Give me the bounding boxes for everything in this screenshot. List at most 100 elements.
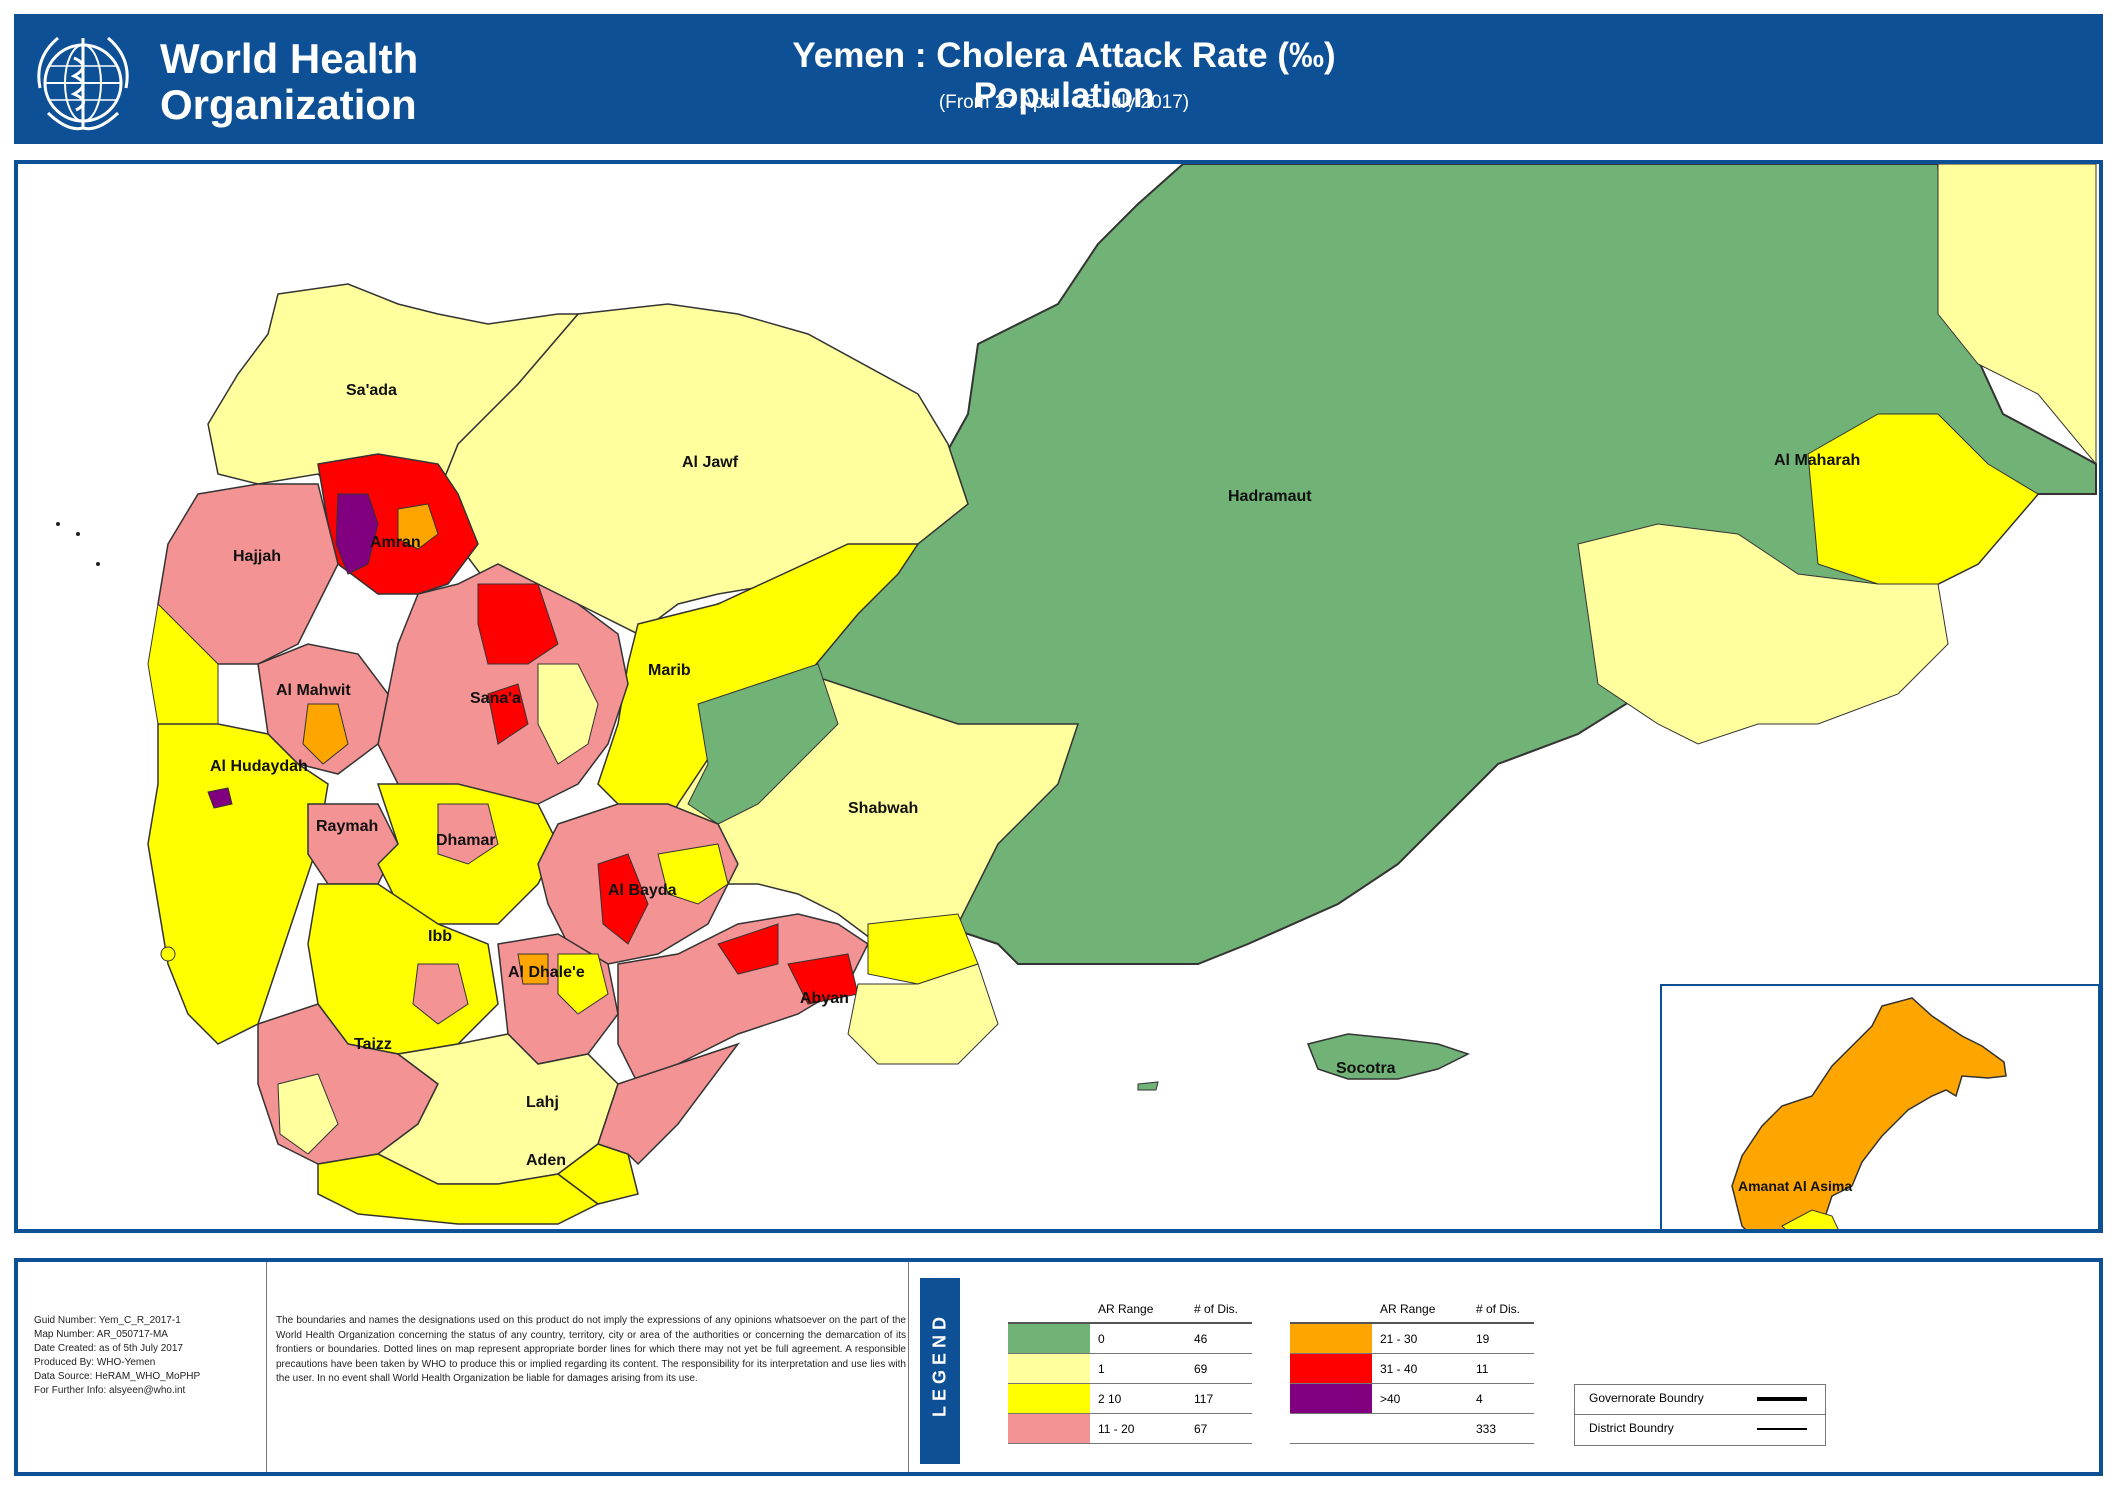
- legend-count: 11: [1468, 1353, 1534, 1384]
- page-title: Yemen : Cholera Attack Rate (‰) Populati…: [792, 36, 1336, 115]
- label-taizz: Taizz: [354, 1036, 392, 1053]
- meta-map-number: Map Number: AR_050717-MA: [34, 1329, 168, 1340]
- region-al-dhalee-orange: [517, 953, 549, 985]
- legend-row: 21 - 30 19: [1290, 1323, 1534, 1354]
- meta-produced-by: Produced By: WHO-Yemen: [34, 1357, 156, 1368]
- region-shabwah-green: [687, 663, 839, 825]
- label-al-maharah: Al Maharah: [1774, 452, 1861, 469]
- governorate-boundary-label: Governorate Boundry: [1589, 1391, 1704, 1405]
- label-abyan: Abyan: [800, 990, 849, 1007]
- divider: [1575, 1414, 1825, 1415]
- label-lahj: Lahj: [526, 1094, 559, 1111]
- legend-title-bar: LEGEND: [920, 1278, 960, 1464]
- region-al-hudaydah: [147, 723, 329, 1045]
- map-metadata: Guid Number: Yem_C_R_2017-1 Map Number: …: [34, 1314, 264, 1398]
- who-logo-icon: [37, 36, 129, 131]
- region-al-hudaydah-purple: [207, 787, 233, 809]
- label-marib: Marib: [648, 662, 691, 679]
- legend-swatch: [1008, 1413, 1090, 1444]
- legend-swatch: [1008, 1353, 1090, 1384]
- legend-row: 31 - 40 11: [1290, 1353, 1534, 1384]
- legend-count: 117: [1186, 1383, 1252, 1414]
- region-abyan-coast: [597, 1042, 741, 1166]
- governorate-boundary-line: [1757, 1397, 1807, 1401]
- legend-count: 69: [1186, 1353, 1252, 1384]
- label-ibb: Ibb: [428, 928, 452, 945]
- meta-guid: Guid Number: Yem_C_R_2017-1: [34, 1315, 181, 1326]
- region-amran-purple: [335, 493, 379, 575]
- label-raymah: Raymah: [316, 818, 379, 835]
- region-al-mahwit-orange: [302, 703, 349, 765]
- meta-contact: For Further Info: alsyeen@who.int: [34, 1385, 186, 1396]
- organization-name: World Health Organization: [160, 36, 418, 128]
- meta-date-created: Date Created: as of 5th July 2017: [34, 1343, 183, 1354]
- region-aden: [556, 1143, 639, 1205]
- label-amanat-al-asima: Amanat Al Asima: [1738, 1178, 1853, 1194]
- region-al-maharah-south: [1577, 523, 1949, 745]
- label-socotra: Socotra: [1336, 1060, 1396, 1077]
- district-boundary-label: District Boundry: [1589, 1421, 1674, 1435]
- legend-count: 19: [1468, 1323, 1534, 1354]
- region-dhamar-pink: [437, 803, 499, 865]
- label-hajjah: Hajjah: [233, 548, 282, 565]
- legend-range: 31 - 40: [1372, 1353, 1468, 1384]
- label-aden: Aden: [526, 1152, 566, 1169]
- legend-range: >40: [1372, 1383, 1468, 1414]
- map-panel: Sa'ada Al Jawf Hajjah Amran Hadramaut Al…: [14, 160, 2103, 1233]
- label-sanaa: Sana'a: [470, 690, 521, 707]
- page-subtitle: (From 27 April - 05 July 2017): [938, 92, 1190, 113]
- region-al-maharah-yellow: [1807, 413, 2039, 585]
- legend-swatch: [1008, 1323, 1090, 1354]
- legend-header-range: AR Range: [1372, 1296, 1468, 1324]
- header-bar: World Health Organization Yemen : Choler…: [14, 14, 2103, 144]
- legend-table-1: AR Range # of Dis. 0 46 1 69 2 10 117 11 - 2…: [1008, 1296, 1252, 1444]
- legend-header-range: AR Range: [1090, 1296, 1186, 1324]
- region-sanaa-pale: [537, 663, 599, 765]
- label-al-bayda: Al Bayda: [608, 882, 677, 899]
- region-al-bayda-yellow: [657, 843, 729, 905]
- label-dhamar: Dhamar: [436, 832, 496, 849]
- divider: [908, 1262, 909, 1472]
- region-ibb-pink: [412, 963, 469, 1025]
- label-hadramaut: Hadramaut: [1228, 488, 1312, 505]
- label-al-dhalee: Al Dhale'e: [508, 964, 585, 981]
- region-abyan-red: [717, 923, 779, 975]
- region-al-maharah: [1937, 164, 2097, 466]
- legend-range: 21 - 30: [1372, 1323, 1468, 1354]
- inset-map-amanat-al-asima: Amanat Al Asima: [1660, 984, 2099, 1229]
- legend-row: 2 10 117: [1008, 1383, 1252, 1414]
- region-al-bayda-red: [597, 853, 649, 945]
- meta-data-source: Data Source: HeRAM_WHO_MoPHP: [34, 1371, 201, 1382]
- divider: [266, 1262, 267, 1472]
- org-line-1: World Health: [160, 35, 419, 82]
- legend-range: 11 - 20: [1090, 1413, 1186, 1444]
- label-al-mahwit: Al Mahwit: [276, 682, 351, 699]
- legend-count: 4: [1468, 1383, 1534, 1414]
- legend-row: 1 69: [1008, 1353, 1252, 1384]
- label-al-hudaydah: Al Hudaydah: [210, 758, 308, 775]
- legend-header-count: # of Dis.: [1186, 1296, 1252, 1324]
- footer-panel: Guid Number: Yem_C_R_2017-1 Map Number: …: [14, 1258, 2103, 1476]
- region-sanaa-red: [477, 583, 559, 665]
- region-al-dhalee-yellow: [557, 953, 609, 1015]
- district-boundary-line: [1757, 1428, 1807, 1430]
- legend-count: 46: [1186, 1323, 1252, 1354]
- label-al-jawf: Al Jawf: [682, 454, 739, 471]
- legend-total-row: 333: [1290, 1413, 1534, 1444]
- legend-title: LEGEND: [929, 1312, 950, 1418]
- legend-total: 333: [1468, 1413, 1534, 1444]
- legend-row: 0 46: [1008, 1323, 1252, 1354]
- legend-table-2: AR Range # of Dis. 21 - 30 19 31 - 40 11 >4…: [1290, 1296, 1534, 1444]
- region-taizz-pale: [277, 1073, 339, 1155]
- region-socotra: [1306, 1033, 1470, 1080]
- legend-header-count: # of Dis.: [1468, 1296, 1534, 1324]
- region-amran-orange: [397, 503, 439, 550]
- region-abyan-pale: [847, 963, 999, 1065]
- yemen-choropleth-map: [56, 164, 2097, 1225]
- legend-row: 11 - 20 67: [1008, 1413, 1252, 1444]
- label-saada: Sa'ada: [346, 382, 397, 399]
- region-sanaa-red2: [487, 683, 529, 745]
- legend-swatch: [1290, 1353, 1372, 1384]
- legend-range: 1: [1090, 1353, 1186, 1384]
- legend-range: 2 10: [1090, 1383, 1186, 1414]
